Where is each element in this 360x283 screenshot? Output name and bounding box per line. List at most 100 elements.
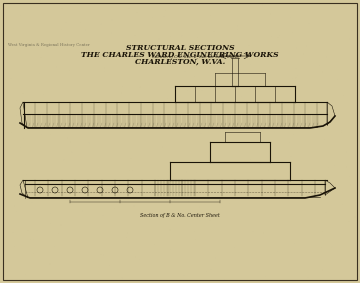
Point: [284, 78, 290, 83]
Point: [132, 255, 138, 260]
Point: [264, 122, 270, 127]
Point: [114, 119, 120, 124]
Point: [7, 134, 13, 138]
Point: [68, 121, 73, 125]
Point: [283, 217, 289, 222]
Point: [207, 162, 213, 167]
Point: [48, 132, 53, 137]
Point: [10, 230, 16, 235]
Point: [120, 179, 126, 183]
Point: [137, 257, 143, 262]
Point: [195, 147, 201, 151]
Point: [213, 256, 219, 260]
Point: [112, 52, 118, 57]
Point: [185, 199, 191, 203]
Point: [25, 205, 31, 209]
Point: [67, 140, 73, 144]
Point: [251, 262, 257, 267]
Point: [27, 237, 33, 242]
Point: [235, 27, 240, 32]
Point: [229, 55, 235, 60]
Point: [347, 174, 353, 179]
Point: [95, 1, 100, 6]
Point: [217, 228, 223, 233]
Point: [226, 116, 232, 120]
Point: [17, 175, 23, 180]
Point: [151, 257, 157, 261]
Point: [239, 105, 245, 110]
Point: [6, 104, 12, 109]
Point: [130, 238, 135, 242]
Point: [301, 112, 307, 117]
Point: [277, 33, 283, 38]
Point: [125, 241, 131, 246]
Point: [221, 207, 227, 212]
Point: [24, 228, 30, 232]
Point: [236, 29, 242, 33]
Point: [320, 230, 325, 234]
Point: [13, 269, 18, 273]
Point: [291, 132, 296, 137]
Point: [321, 109, 327, 113]
Point: [119, 276, 125, 280]
Point: [288, 154, 294, 159]
Point: [178, 111, 184, 115]
Point: [176, 69, 182, 74]
Point: [248, 256, 253, 260]
Point: [288, 49, 293, 53]
Point: [126, 214, 131, 218]
Point: [323, 197, 329, 201]
Point: [23, 272, 28, 276]
Point: [352, 215, 358, 219]
Point: [68, 178, 73, 183]
Point: [0, 72, 6, 77]
Point: [100, 253, 106, 257]
Point: [228, 116, 234, 121]
Point: [323, 279, 328, 283]
Point: [195, 2, 201, 7]
Point: [224, 58, 229, 63]
Point: [55, 112, 61, 117]
Point: [23, 185, 29, 189]
Point: [65, 136, 71, 140]
Point: [175, 231, 180, 235]
Point: [307, 56, 313, 60]
Point: [286, 235, 292, 240]
Point: [59, 27, 64, 32]
Text: Section of C.L. Sec. 2, Sec ab. keel. Sheet: Section of C.L. Sec. 2, Sec ab. keel. Sh…: [152, 55, 238, 59]
Point: [330, 209, 336, 214]
Point: [8, 130, 14, 134]
Point: [147, 256, 152, 261]
Point: [313, 106, 319, 110]
Point: [25, 88, 31, 92]
Point: [269, 155, 275, 159]
Point: [190, 70, 196, 75]
Point: [184, 40, 190, 44]
Point: [98, 22, 104, 26]
Point: [44, 113, 49, 118]
Point: [137, 180, 143, 185]
Point: [276, 129, 282, 133]
Point: [24, 86, 30, 91]
Point: [138, 45, 144, 50]
Point: [305, 93, 311, 97]
Point: [275, 35, 281, 40]
Point: [211, 29, 217, 34]
Point: [210, 49, 215, 54]
Point: [317, 42, 323, 46]
Point: [46, 186, 52, 190]
Point: [99, 112, 104, 116]
Text: West Virginia & Regional History Center: West Virginia & Regional History Center: [8, 43, 90, 47]
Point: [24, 172, 30, 177]
Point: [32, 262, 38, 267]
Point: [231, 265, 237, 270]
Point: [210, 212, 216, 216]
Point: [336, 234, 341, 238]
Point: [6, 178, 12, 183]
Point: [103, 13, 109, 18]
Point: [1, 197, 7, 201]
Point: [255, 143, 260, 147]
Point: [23, 162, 28, 167]
Point: [250, 229, 256, 234]
Point: [1, 40, 7, 45]
